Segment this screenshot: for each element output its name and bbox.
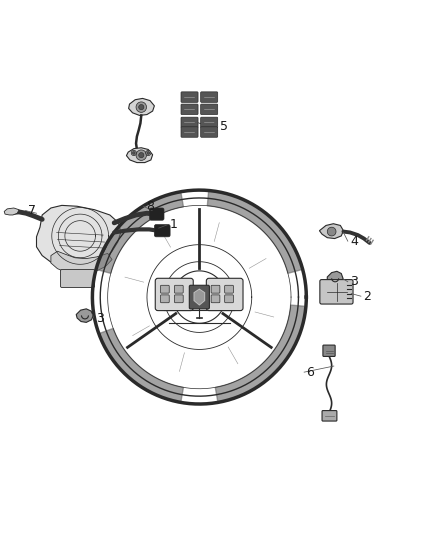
Polygon shape bbox=[194, 289, 205, 305]
FancyBboxPatch shape bbox=[322, 410, 337, 421]
Polygon shape bbox=[36, 205, 121, 270]
Circle shape bbox=[136, 102, 147, 112]
FancyBboxPatch shape bbox=[150, 208, 164, 220]
FancyBboxPatch shape bbox=[181, 117, 198, 128]
Polygon shape bbox=[51, 251, 112, 275]
FancyBboxPatch shape bbox=[160, 295, 169, 303]
Circle shape bbox=[147, 152, 150, 154]
Text: 6: 6 bbox=[306, 366, 314, 378]
Text: 1: 1 bbox=[170, 218, 178, 231]
Polygon shape bbox=[207, 190, 303, 273]
FancyBboxPatch shape bbox=[323, 345, 335, 357]
FancyBboxPatch shape bbox=[225, 285, 233, 293]
Circle shape bbox=[139, 104, 144, 110]
Polygon shape bbox=[327, 271, 343, 285]
FancyBboxPatch shape bbox=[206, 278, 243, 311]
Text: 5: 5 bbox=[220, 120, 228, 133]
Text: 3: 3 bbox=[96, 311, 104, 325]
FancyBboxPatch shape bbox=[60, 270, 95, 287]
Circle shape bbox=[133, 152, 135, 154]
FancyBboxPatch shape bbox=[201, 117, 218, 128]
Text: 7: 7 bbox=[28, 204, 36, 217]
Polygon shape bbox=[319, 224, 343, 239]
Polygon shape bbox=[4, 208, 19, 215]
FancyBboxPatch shape bbox=[201, 92, 218, 102]
FancyBboxPatch shape bbox=[201, 104, 218, 115]
Polygon shape bbox=[215, 305, 306, 402]
Text: 8: 8 bbox=[146, 200, 154, 213]
Polygon shape bbox=[129, 99, 154, 116]
FancyBboxPatch shape bbox=[201, 127, 218, 138]
Circle shape bbox=[327, 227, 336, 236]
Circle shape bbox=[131, 150, 137, 156]
FancyBboxPatch shape bbox=[189, 285, 209, 309]
FancyBboxPatch shape bbox=[211, 295, 220, 303]
Circle shape bbox=[139, 152, 144, 158]
Polygon shape bbox=[96, 192, 184, 273]
Polygon shape bbox=[76, 309, 93, 322]
Text: 2: 2 bbox=[363, 290, 371, 303]
FancyBboxPatch shape bbox=[154, 224, 170, 237]
FancyBboxPatch shape bbox=[181, 92, 198, 102]
Text: 3: 3 bbox=[350, 275, 358, 288]
Polygon shape bbox=[127, 148, 152, 163]
FancyBboxPatch shape bbox=[181, 104, 198, 115]
FancyBboxPatch shape bbox=[211, 285, 220, 293]
FancyBboxPatch shape bbox=[174, 285, 183, 293]
FancyBboxPatch shape bbox=[181, 127, 198, 138]
Text: 4: 4 bbox=[350, 235, 358, 248]
Polygon shape bbox=[99, 328, 184, 402]
FancyBboxPatch shape bbox=[174, 295, 183, 303]
Circle shape bbox=[136, 150, 147, 160]
FancyBboxPatch shape bbox=[160, 285, 169, 293]
Circle shape bbox=[146, 150, 151, 156]
FancyBboxPatch shape bbox=[320, 280, 353, 304]
FancyBboxPatch shape bbox=[155, 278, 193, 311]
FancyBboxPatch shape bbox=[225, 295, 233, 303]
